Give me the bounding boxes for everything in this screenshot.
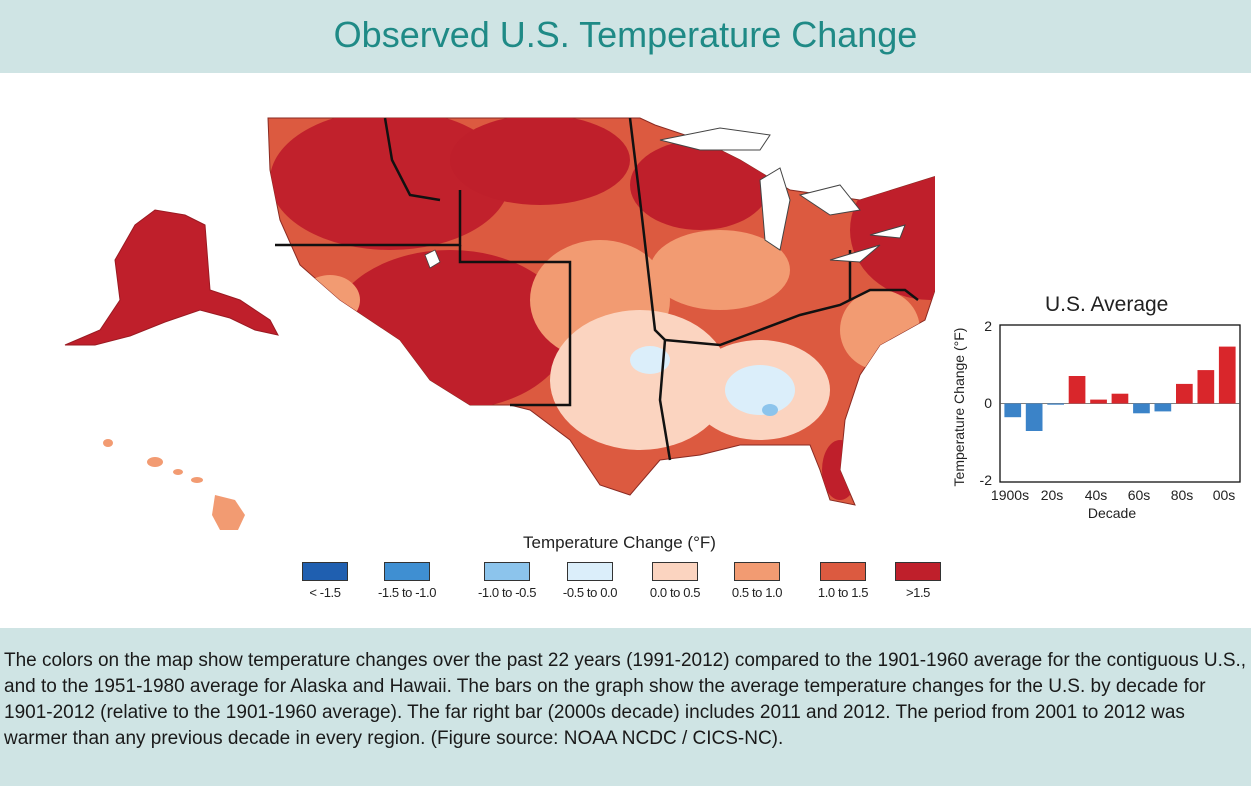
bar-chart-svg: Temperature Change (°F) 2 0 -2 1900s 20s… (951, 318, 1241, 521)
great-lakes (659, 127, 906, 263)
bar-2000s (1218, 346, 1236, 404)
x-tick-label: 60s (1128, 487, 1151, 503)
legend: < -1.5 -1.5 to -1.0 -1.0 to -0.5 -0.5 to… (300, 562, 950, 602)
legend-item: >1.5 (873, 562, 963, 600)
legend-swatch (652, 562, 698, 581)
legend-label: -0.5 to 0.0 (562, 585, 618, 600)
legend-label: >1.5 (905, 585, 931, 600)
bar-1910s (1025, 403, 1043, 431)
bar-1950s (1111, 393, 1129, 404)
caption-band (0, 628, 1251, 786)
legend-swatch (384, 562, 430, 581)
legend-swatch (734, 562, 780, 581)
great-salt-lake (424, 249, 441, 269)
legend-label: 0.0 to 0.5 (649, 585, 701, 600)
x-axis-label: Decade (1088, 505, 1136, 521)
figure-caption: The colors on the map show temperature c… (4, 650, 1247, 749)
y-tick-label: 0 (984, 395, 992, 411)
legend-item: -1.0 to -0.5 (462, 562, 552, 600)
bar-1900s (1004, 403, 1022, 418)
legend-title: Temperature Change (°F) (523, 533, 716, 552)
us-average-chart: U.S. Average Temperature Change (°F) 2 0… (940, 285, 1245, 525)
bar-1940s (1090, 399, 1107, 404)
legend-swatch (484, 562, 530, 581)
legend-swatch (820, 562, 866, 581)
y-axis-label: Temperature Change (°F) (951, 328, 967, 487)
legend-label: < -1.5 (309, 585, 341, 600)
bar-1980s (1176, 383, 1193, 404)
legend-item: 0.5 to 1.0 (712, 562, 802, 600)
legend-swatch (302, 562, 348, 581)
x-tick-label: 00s (1213, 487, 1236, 503)
us-temperature-map (64, 117, 935, 530)
bar-1990s (1197, 370, 1215, 404)
bar-1970s (1154, 403, 1172, 412)
chart-title: U.S. Average (1045, 293, 1169, 316)
legend-swatch (895, 562, 941, 581)
x-tick-label: 1900s (991, 487, 1029, 503)
hawaii-region (103, 439, 245, 530)
legend-item: -0.5 to 0.0 (545, 562, 635, 600)
legend-item: -1.5 to -1.0 (362, 562, 452, 600)
legend-label: 1.0 to 1.5 (817, 585, 869, 600)
legend-swatch (567, 562, 613, 581)
title-band (0, 0, 1251, 73)
bars-group (1000, 346, 1240, 431)
bar-1930s (1068, 376, 1086, 404)
y-tick-label: -2 (980, 472, 993, 488)
region-boundaries (275, 117, 919, 461)
y-tick-label: 2 (984, 318, 992, 334)
map-color-zones (270, 118, 935, 500)
alaska-region (64, 209, 279, 346)
legend-label: -1.5 to -1.0 (377, 585, 437, 600)
page-title: Observed U.S. Temperature Change (333, 14, 918, 55)
legend-label: -1.0 to -0.5 (477, 585, 537, 600)
x-tick-label: 20s (1041, 487, 1064, 503)
legend-item: 1.0 to 1.5 (798, 562, 888, 600)
x-tick-label: 80s (1171, 487, 1194, 503)
legend-item: 0.0 to 0.5 (630, 562, 720, 600)
legend-label: 0.5 to 1.0 (731, 585, 783, 600)
bar-1920s (1047, 403, 1064, 405)
x-tick-label: 40s (1085, 487, 1108, 503)
legend-item: < -1.5 (280, 562, 370, 600)
bar-1960s (1133, 403, 1150, 414)
